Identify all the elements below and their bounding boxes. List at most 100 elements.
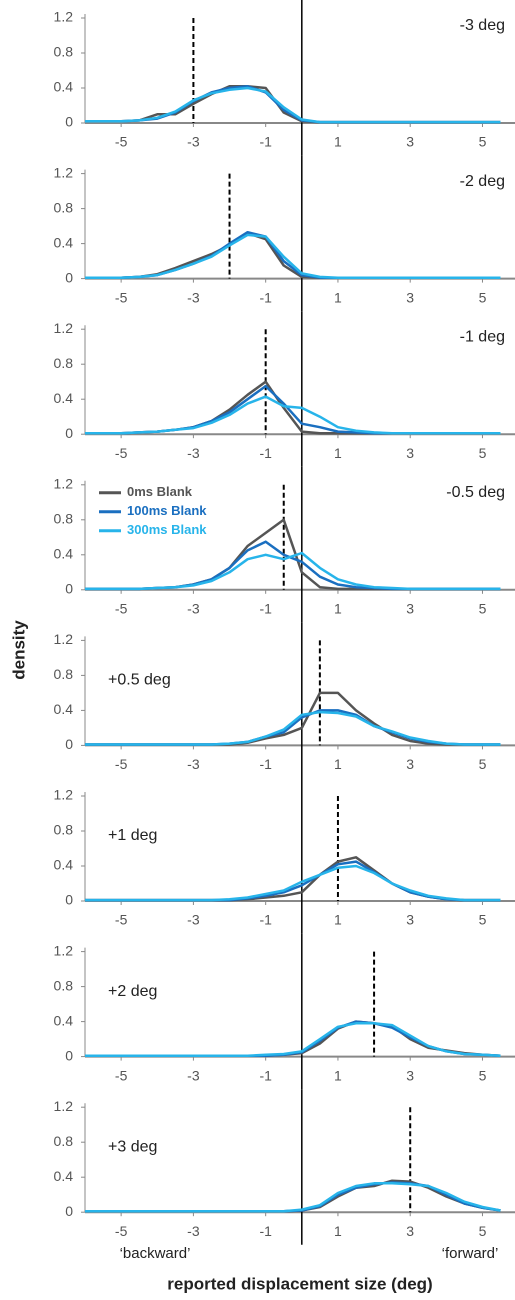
y-tick-label: 1.2	[54, 476, 74, 492]
x-tick-label: -1	[259, 445, 272, 461]
x-tick-label: -5	[115, 601, 128, 617]
annotation: ‘backward’	[120, 1245, 191, 1262]
x-tick-label: -1	[259, 912, 272, 928]
y-tick-label: 0	[65, 114, 73, 130]
y-tick-label: 0.8	[54, 822, 74, 838]
x-tick-label: -3	[187, 1067, 200, 1083]
y-tick-label: 0	[65, 892, 73, 908]
y-tick-label: 0.8	[54, 666, 74, 682]
density-line	[85, 856, 501, 902]
panel-label: +2 deg	[108, 983, 157, 1000]
density-line	[85, 233, 501, 279]
legend-label: 0ms Blank	[127, 484, 193, 499]
x-tick-label: 5	[479, 134, 487, 150]
y-tick-label: 1.2	[54, 164, 74, 180]
density-line	[85, 1181, 501, 1213]
x-tick-label: 3	[406, 1223, 414, 1239]
y-tick-label: 0	[65, 581, 73, 597]
x-tick-label: -3	[187, 756, 200, 772]
x-tick-label: -1	[259, 1223, 272, 1239]
x-tick-label: 1	[334, 1223, 342, 1239]
density-line	[85, 1179, 501, 1213]
x-tick-label: 5	[479, 756, 487, 772]
panel-label: -1 deg	[460, 328, 505, 345]
x-tick-label: 3	[406, 445, 414, 461]
panel-label: -2 deg	[460, 173, 505, 190]
x-tick-label: -5	[115, 134, 128, 150]
x-tick-label: -5	[115, 912, 128, 928]
x-tick-label: -5	[115, 1223, 128, 1239]
x-tick-label: 5	[479, 445, 487, 461]
x-tick-label: 3	[406, 1067, 414, 1083]
x-tick-label: -1	[259, 289, 272, 305]
y-tick-label: 0.8	[54, 355, 74, 371]
density-line	[85, 551, 501, 591]
x-tick-label: 1	[334, 134, 342, 150]
y-tick-label: 0.4	[54, 1012, 74, 1028]
density-line	[85, 1020, 501, 1057]
legend-label: 100ms Blank	[127, 503, 207, 518]
y-tick-label: 1.2	[54, 9, 74, 25]
density-line	[85, 395, 501, 435]
x-tick-label: 5	[479, 1223, 487, 1239]
y-tick-label: 0	[65, 425, 73, 441]
density-line	[85, 709, 501, 746]
y-tick-label: 1.2	[54, 320, 74, 336]
x-tick-label: 1	[334, 601, 342, 617]
y-tick-label: 0.4	[54, 857, 74, 873]
x-tick-label: 1	[334, 445, 342, 461]
y-tick-label: 0.8	[54, 199, 74, 215]
density-line	[85, 864, 501, 902]
x-tick-label: 1	[334, 756, 342, 772]
y-tick-label: 0.4	[54, 701, 74, 717]
x-tick-label: -1	[259, 1067, 272, 1083]
x-tick-label: 3	[406, 289, 414, 305]
x-tick-label: 5	[479, 601, 487, 617]
x-tick-label: -3	[187, 289, 200, 305]
panel-label: +0.5 deg	[108, 672, 171, 689]
density-line	[85, 85, 501, 124]
panel-label: +1 deg	[108, 827, 157, 844]
x-tick-label: -1	[259, 756, 272, 772]
y-axis-label: density	[9, 620, 28, 680]
x-tick-label: 5	[479, 289, 487, 305]
y-tick-label: 0.4	[54, 1168, 74, 1184]
density-line	[85, 384, 501, 435]
y-tick-label: 0	[65, 1203, 73, 1219]
y-tick-label: 0	[65, 1047, 73, 1063]
x-tick-label: -5	[115, 1067, 128, 1083]
density-line	[85, 1020, 501, 1057]
y-tick-label: 0.4	[54, 79, 74, 95]
density-line	[85, 86, 501, 124]
x-tick-label: -5	[115, 445, 128, 461]
x-tick-label: 3	[406, 134, 414, 150]
x-axis-label: reported displacement size (deg)	[167, 1274, 432, 1293]
x-tick-label: 5	[479, 912, 487, 928]
y-tick-label: 0	[65, 736, 73, 752]
x-tick-label: -1	[259, 601, 272, 617]
y-tick-label: 0.4	[54, 546, 74, 562]
density-line	[85, 231, 501, 279]
y-tick-label: 1.2	[54, 942, 74, 958]
x-tick-label: 3	[406, 756, 414, 772]
density-line	[85, 691, 501, 746]
x-tick-label: 5	[479, 1067, 487, 1083]
x-tick-label: -3	[187, 601, 200, 617]
panel-label: +3 deg	[108, 1138, 157, 1155]
panel-label: -3 deg	[460, 17, 505, 34]
y-tick-label: 1.2	[54, 631, 74, 647]
x-tick-label: 3	[406, 912, 414, 928]
x-tick-label: -3	[187, 912, 200, 928]
y-tick-label: 0.8	[54, 1133, 74, 1149]
x-tick-label: -3	[187, 1223, 200, 1239]
panel-label: -0.5 deg	[446, 484, 505, 501]
legend-label: 300ms Blank	[127, 522, 207, 537]
y-tick-label: 1.2	[54, 1098, 74, 1114]
x-tick-label: 1	[334, 912, 342, 928]
y-tick-label: 0.4	[54, 234, 74, 250]
x-tick-label: -3	[187, 134, 200, 150]
x-tick-label: 1	[334, 289, 342, 305]
y-tick-label: 0	[65, 269, 73, 285]
y-tick-label: 0.8	[54, 44, 74, 60]
